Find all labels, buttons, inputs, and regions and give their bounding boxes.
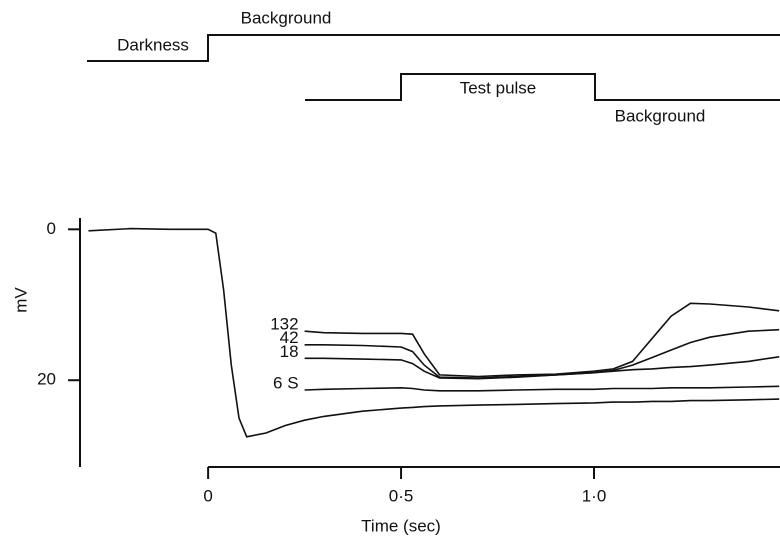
x-tick-label: 0·5 bbox=[389, 486, 414, 505]
annotation: Test pulse bbox=[460, 78, 537, 97]
trace bbox=[304, 385, 780, 392]
x-tick-label: 1·0 bbox=[582, 486, 607, 505]
series-label: 132 bbox=[270, 315, 298, 334]
y-tick-label: 20 bbox=[37, 370, 56, 389]
annotation: Darkness bbox=[117, 35, 189, 54]
series-label: 42 bbox=[280, 328, 299, 347]
background-step bbox=[87, 34, 780, 62]
series-label: 6 S bbox=[273, 374, 299, 393]
x-axis-label: Time (sec) bbox=[361, 516, 441, 535]
x-tick-label: 0 bbox=[203, 486, 212, 505]
test-pulse-step bbox=[305, 73, 780, 101]
series-label: 18 bbox=[280, 342, 299, 361]
trace bbox=[304, 356, 780, 380]
y-axis-label: mV bbox=[11, 287, 30, 313]
trace bbox=[304, 328, 780, 379]
y-tick-label: 0 bbox=[47, 219, 56, 238]
annotation: Background bbox=[615, 106, 706, 125]
trace bbox=[88, 227, 780, 438]
annotation: Background bbox=[241, 8, 332, 27]
